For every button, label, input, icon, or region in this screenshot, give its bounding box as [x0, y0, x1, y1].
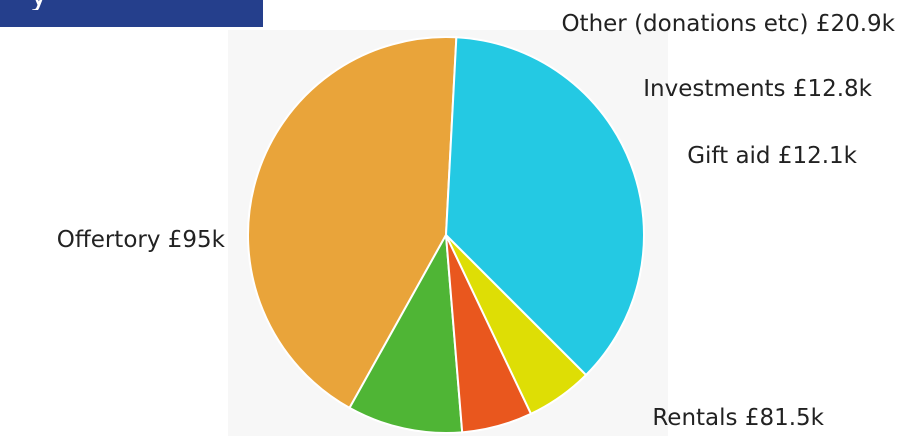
- slice-label-gift-aid: Gift aid £12.1k: [687, 143, 857, 169]
- pie-slice-rentals: [444, 36, 645, 377]
- slice-label-rentals: Rentals £81.5k: [652, 405, 824, 431]
- slice-label-other-donations-etc: Other (donations etc) £20.9k: [561, 11, 895, 37]
- header-title-fragment: y: [30, 0, 60, 10]
- slice-label-investments: Investments £12.8k: [643, 76, 872, 102]
- header-banner: y: [0, 0, 263, 27]
- pie-slice-offertory: [247, 36, 458, 410]
- header-title-text: y: [30, 0, 48, 10]
- slice-label-offertory: Offertory £95k: [57, 227, 226, 253]
- pie-slice-other-donations-etc: [348, 231, 464, 434]
